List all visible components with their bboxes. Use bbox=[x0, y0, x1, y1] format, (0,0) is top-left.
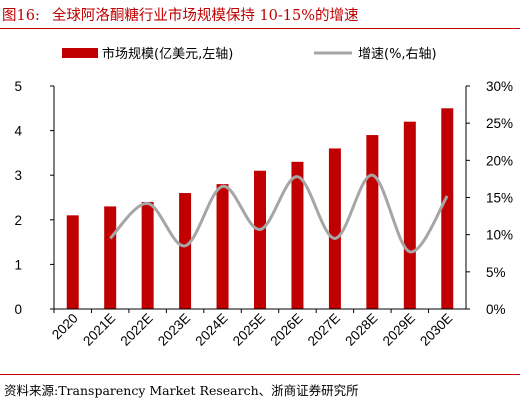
x-tick-label-2029E: 2029E bbox=[380, 311, 418, 349]
bar-2030E bbox=[441, 108, 454, 309]
bar-2022E bbox=[141, 201, 154, 309]
y-left-tick-label: 0 bbox=[14, 302, 22, 317]
legend-bar-swatch bbox=[62, 48, 98, 58]
bar-2021E bbox=[104, 206, 117, 309]
bar-2026E bbox=[291, 161, 304, 309]
x-tick-label-2030E: 2030E bbox=[417, 311, 455, 349]
y-left-tick-label: 5 bbox=[14, 79, 22, 94]
x-tick-label-2026E: 2026E bbox=[267, 311, 305, 349]
legend-line-label: 增速(%,右轴) bbox=[358, 47, 437, 62]
y-right-tick-label: 10% bbox=[486, 228, 513, 243]
figure-title: 图16: 全球阿洛酮糖行业市场规模保持 10-15%的增速 bbox=[2, 4, 518, 25]
title-divider bbox=[0, 28, 520, 29]
y-right-tick-label: 20% bbox=[486, 153, 513, 168]
source-note: 资料来源:Transparency Market Research、浙商证券研究… bbox=[4, 383, 359, 398]
combo-chart: 市场规模(亿美元,左轴) 增速(%,右轴) 0 1 2 3 4 5 0% 5% 10% 15% 20%… bbox=[14, 46, 513, 349]
y-left-tick-label: 2 bbox=[14, 213, 22, 228]
bar-2028E bbox=[366, 135, 379, 309]
x-tick-label-2025E: 2025E bbox=[230, 311, 268, 349]
bar-2020 bbox=[66, 215, 79, 309]
bar-2025E bbox=[254, 170, 266, 309]
x-tick-label-2021E: 2021E bbox=[80, 311, 118, 349]
x-tick-label-2024E: 2024E bbox=[192, 311, 230, 349]
x-tick-label-2023E: 2023E bbox=[155, 311, 193, 349]
y-right-tick-label: 30% bbox=[486, 79, 513, 94]
bar-2024E bbox=[216, 184, 229, 309]
figure-title-text: 全球阿洛酮糖行业市场规模保持 10-15%的增速 bbox=[51, 8, 359, 24]
x-tick-label-2027E: 2027E bbox=[305, 311, 343, 349]
y-right-tick-label: 5% bbox=[486, 265, 506, 280]
y-right-tick-label: 25% bbox=[486, 116, 513, 131]
x-tick-label-2020: 2020 bbox=[49, 311, 81, 343]
y-right-tick-label: 15% bbox=[486, 191, 513, 206]
legend: 市场规模(亿美元,左轴) 增速(%,右轴) bbox=[62, 46, 437, 62]
y-right-tick-label: 0% bbox=[486, 302, 506, 317]
y-left-tick-label: 3 bbox=[14, 168, 22, 183]
figure-number: 图16: bbox=[2, 8, 40, 24]
bar-2029E bbox=[403, 121, 416, 310]
bar-2027E bbox=[328, 148, 341, 309]
x-tick-label-2022E: 2022E bbox=[118, 311, 156, 349]
legend-bar-label: 市场规模(亿美元,左轴) bbox=[102, 46, 233, 62]
y-left-tick-label: 1 bbox=[14, 257, 22, 272]
footer-divider bbox=[0, 374, 520, 375]
bar-2023E bbox=[179, 193, 192, 309]
x-tick-label-2028E: 2028E bbox=[342, 311, 380, 349]
y-left-tick-label: 4 bbox=[14, 124, 22, 139]
growth-rate-line bbox=[109, 173, 449, 254]
